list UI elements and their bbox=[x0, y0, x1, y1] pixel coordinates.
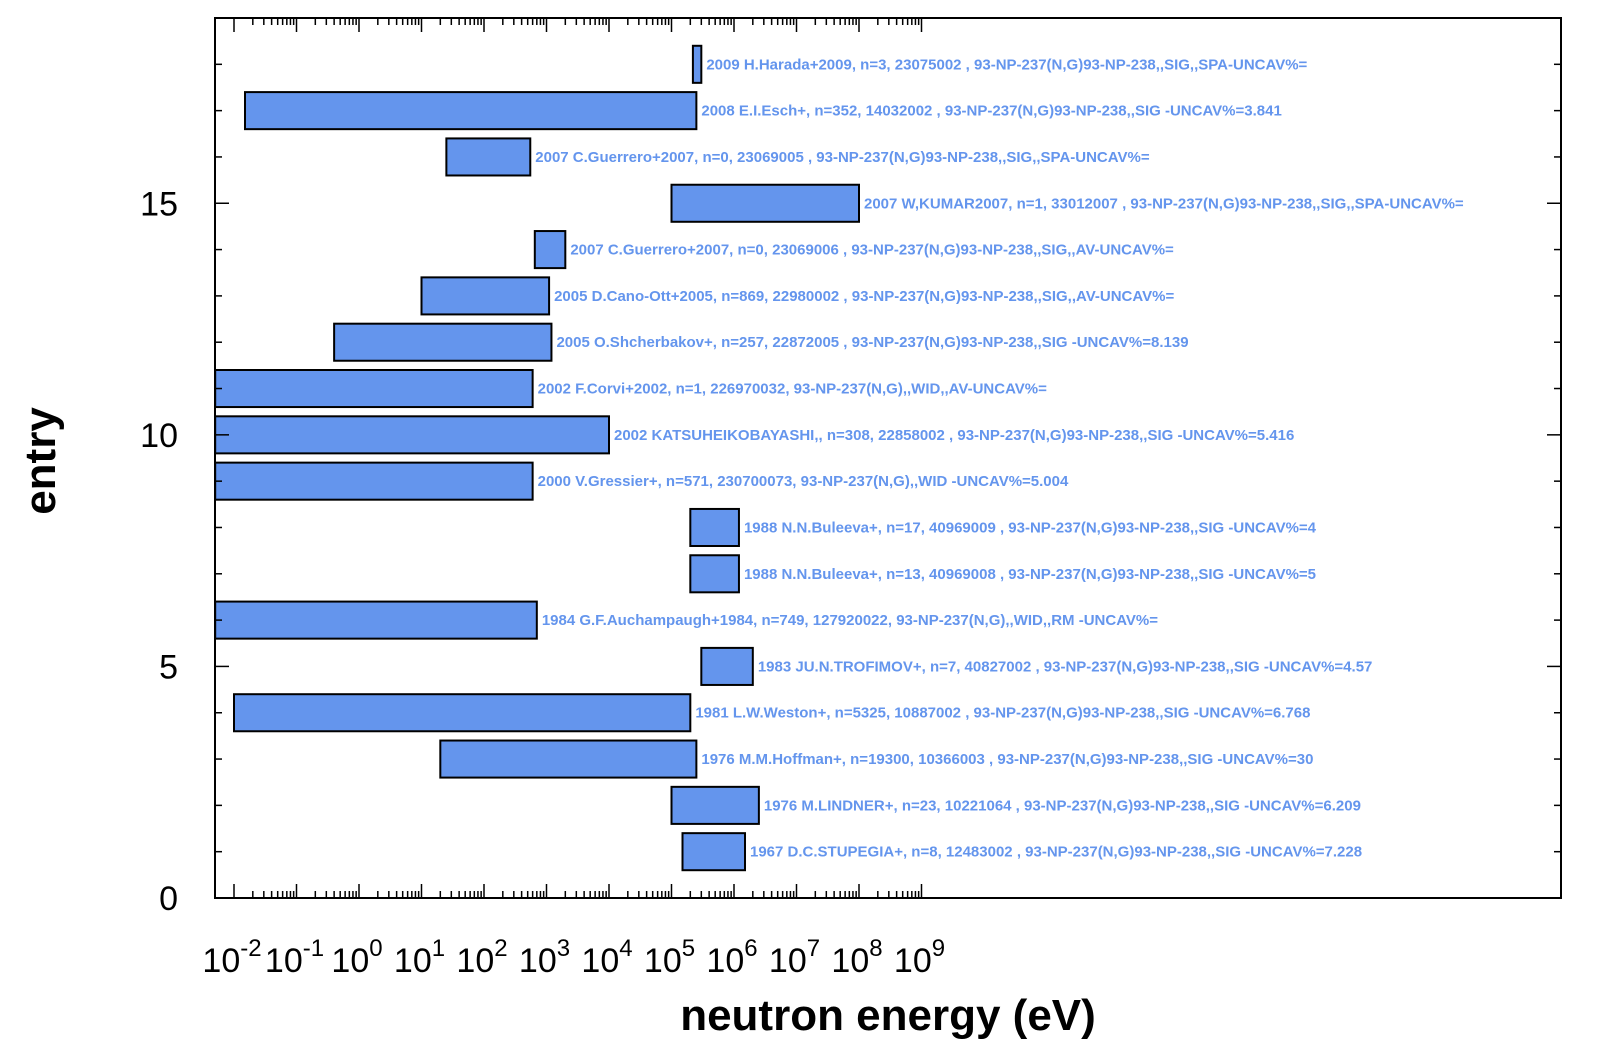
x-axis-label: neutron energy (eV) bbox=[680, 991, 1096, 1040]
bar-entry-9 bbox=[214, 461, 534, 501]
bar-label-entry-2: 1976 M.LINDNER+, n=23, 10221064 , 93-NP-… bbox=[764, 797, 1361, 814]
y-tick-label-3: 15 bbox=[140, 185, 178, 223]
x-tick-label-10: 108 bbox=[831, 935, 882, 980]
bar-label-entry-17: 2008 E.I.Esch+, n=352, 14032002 , 93-NP-… bbox=[701, 103, 1281, 120]
bar-label-entry-1: 1967 D.C.STUPEGIA+, n=8, 12483002 , 93-N… bbox=[750, 844, 1362, 861]
bar-entry-3 bbox=[439, 739, 698, 779]
bar-label-entry-13: 2005 D.Cano-Ott+2005, n=869, 22980002 , … bbox=[554, 288, 1174, 305]
bar-entry-12 bbox=[333, 322, 553, 362]
bar-label-entry-16: 2007 C.Guerrero+2007, n=0, 23069005 , 93… bbox=[535, 149, 1150, 166]
bar-label-entry-8: 1988 N.N.Buleeva+, n=17, 40969009 , 93-N… bbox=[744, 519, 1317, 536]
x-tick-label-0: 10-2 bbox=[202, 935, 261, 980]
bar-label-entry-5: 1983 JU.N.TROFIMOV+, n=7, 40827002 , 93-… bbox=[758, 658, 1373, 675]
bar-label-entry-18: 2009 H.Harada+2009, n=3, 23075002 , 93-N… bbox=[706, 56, 1307, 73]
bar-entry-8 bbox=[689, 507, 740, 547]
bar-labels-group: 1967 D.C.STUPEGIA+, n=8, 12483002 , 93-N… bbox=[535, 56, 1464, 860]
plot-frame bbox=[214, 17, 1562, 899]
bar-label-entry-14: 2007 C.Guerrero+2007, n=0, 23069006 , 93… bbox=[570, 242, 1174, 259]
x-tick-label-3: 101 bbox=[394, 935, 445, 980]
bar-label-entry-4: 1981 L.W.Weston+, n=5325, 10887002 , 93-… bbox=[695, 705, 1310, 722]
x-tick-label-8: 106 bbox=[706, 935, 757, 980]
bar-label-entry-6: 1984 G.F.Auchampaugh+1984, n=749, 127920… bbox=[542, 612, 1158, 629]
bar-entry-14 bbox=[533, 230, 567, 270]
x-tick-label-6: 104 bbox=[581, 935, 632, 980]
y-tick-label-1: 5 bbox=[159, 648, 178, 686]
bar-entry-5 bbox=[700, 646, 754, 686]
y-axis-label: entry bbox=[16, 407, 65, 515]
bar-label-entry-12: 2005 O.Shcherbakov+, n=257, 22872005 , 9… bbox=[556, 334, 1188, 351]
bar-entry-4 bbox=[233, 693, 692, 733]
bar-entry-11 bbox=[214, 369, 534, 409]
bar-entry-7 bbox=[689, 554, 740, 594]
bar-entry-17 bbox=[244, 91, 698, 131]
bar-label-entry-3: 1976 M.M.Hoffman+, n=19300, 10366003 , 9… bbox=[701, 751, 1313, 768]
x-tick-label-2: 100 bbox=[331, 935, 382, 980]
bar-entry-6 bbox=[214, 600, 538, 640]
x-ticks-group: 10-2 10-1 100 101 102 103 104 105 106 107 108 109 bbox=[202, 18, 945, 980]
x-tick-label-9: 107 bbox=[769, 935, 820, 980]
bar-entry-2 bbox=[670, 785, 760, 825]
x-tick-label-7: 105 bbox=[644, 935, 695, 980]
bars-group bbox=[214, 44, 860, 872]
bar-label-entry-15: 2007 W,KUMAR2007, n=1, 33012007 , 93-NP-… bbox=[864, 195, 1464, 212]
x-tick-label-1: 10-1 bbox=[265, 935, 324, 980]
bar-entry-13 bbox=[420, 276, 551, 316]
bar-label-entry-7: 1988 N.N.Buleeva+, n=13, 40969008 , 93-N… bbox=[744, 566, 1316, 583]
bar-label-entry-10: 2002 KATSUHEIKOBAYASHI,, n=308, 22858002… bbox=[614, 427, 1294, 444]
bar-label-entry-9: 2000 V.Gressier+, n=571, 230700073, 93-N… bbox=[538, 473, 1069, 490]
y-tick-label-0: 0 bbox=[159, 880, 178, 918]
bar-label-entry-11: 2002 F.Corvi+2002, n=1, 226970032, 93-NP… bbox=[538, 381, 1048, 398]
x-tick-label-11: 109 bbox=[894, 935, 945, 980]
y-tick-label-2: 10 bbox=[140, 417, 178, 455]
bar-entry-15 bbox=[670, 183, 860, 223]
bar-entry-1 bbox=[681, 832, 747, 872]
y-ticks-group: 0 5 10 15 bbox=[140, 17, 1561, 918]
x-tick-label-4: 102 bbox=[456, 935, 507, 980]
bar-entry-16 bbox=[445, 137, 532, 177]
bar-entry-18 bbox=[691, 44, 703, 84]
bar-entry-10 bbox=[214, 415, 610, 455]
x-tick-label-5: 103 bbox=[519, 935, 570, 980]
